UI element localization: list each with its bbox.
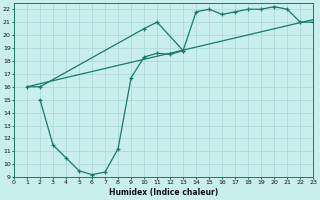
X-axis label: Humidex (Indice chaleur): Humidex (Indice chaleur) [109, 188, 218, 197]
